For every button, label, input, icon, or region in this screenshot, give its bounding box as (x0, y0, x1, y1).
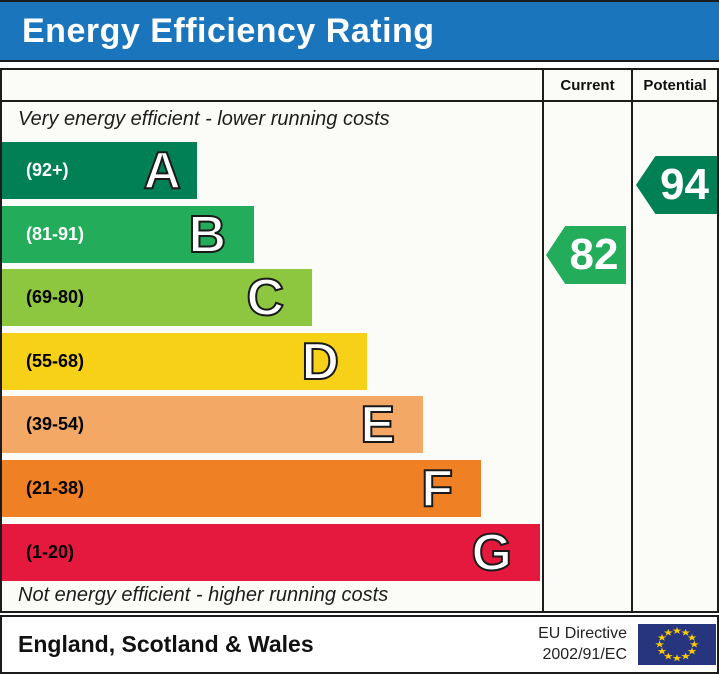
top-note: Very energy efficient - lower running co… (18, 108, 390, 130)
potential-rating-arrow: 94 (636, 156, 717, 214)
band-row-f: (21-38) F (2, 460, 481, 517)
footer: England, Scotland & Wales EU Directive 2… (0, 615, 719, 674)
band-row-c: (69-80) C (2, 269, 312, 326)
eu-directive-line1: EU Directive (538, 625, 627, 642)
eu-directive-line2: 2002/91/EC (542, 646, 627, 663)
band-range: (92+) (26, 160, 69, 180)
current-rating-arrow: 82 (546, 226, 626, 284)
band-row-d: (55-68) D (2, 333, 367, 390)
band-range: (55-68) (26, 351, 85, 371)
band-row-b: (81-91) B (2, 206, 254, 263)
band-row-g: (1-20) G (2, 524, 540, 581)
column-header-current: Current (560, 76, 615, 94)
energy-rating-chart: Current Potential Very energy efficient … (0, 68, 719, 613)
band-letter: D (300, 332, 340, 391)
header-divider (2, 100, 717, 102)
band-range: (81-91) (26, 224, 85, 244)
band-range: (39-54) (26, 414, 85, 434)
band-letter: B (187, 205, 227, 264)
column-header-potential: Potential (643, 76, 707, 94)
band-range: (69-80) (26, 287, 85, 307)
eu-directive-label: EU Directive 2002/91/EC (538, 623, 627, 665)
page-title: Energy Efficiency Rating (22, 11, 435, 50)
band-letter: F (420, 459, 454, 518)
band-letter: G (471, 523, 513, 582)
band-letter: C (245, 268, 285, 327)
title-bar: Energy Efficiency Rating (0, 0, 719, 62)
band-range: (1-20) (26, 542, 75, 562)
eu-flag-icon (638, 624, 716, 665)
region-label: England, Scotland & Wales (18, 631, 314, 657)
band-letter: E (359, 395, 396, 454)
potential-rating-value: 94 (660, 160, 709, 209)
bottom-note: Not energy efficient - higher running co… (18, 584, 389, 606)
band-row-e: (39-54) E (2, 396, 423, 453)
band-range: (21-38) (26, 478, 85, 498)
band-letter: A (142, 141, 182, 200)
band-row-a: (92+) A (2, 142, 197, 199)
column-divider (631, 70, 633, 611)
column-divider (542, 70, 544, 611)
current-rating-value: 82 (569, 230, 619, 279)
